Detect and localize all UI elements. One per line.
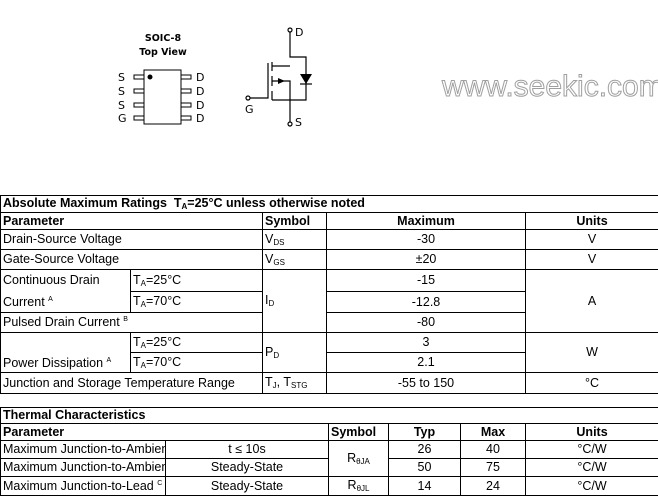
watermark: www.seekic.com (442, 70, 658, 104)
param: Maximum Junction-to-Ambient A (0, 440, 166, 459)
table-title: Absolute Maximum Ratings TA=25°C unless … (0, 195, 658, 213)
maximum: -55 to 150 (326, 372, 526, 394)
pin-label: D (196, 71, 205, 84)
param: Junction and Storage Temperature Range (0, 372, 263, 394)
typ: 26 (388, 440, 461, 459)
condition: TA=70°C (130, 352, 263, 373)
unit: °C/W (524, 476, 658, 496)
condition: t ≤ 10s (165, 440, 329, 459)
unit: V (524, 229, 658, 250)
package-view: Top View (139, 47, 187, 58)
gate-label: G (245, 103, 254, 116)
symbol: TJ, TSTG (262, 372, 327, 394)
header-units: Units (524, 212, 658, 230)
header-maximum: Maximum (326, 212, 526, 230)
param: Maximum Junction-to-Lead C (0, 476, 166, 496)
symbol: ID (262, 269, 327, 333)
max: 75 (460, 458, 526, 477)
max: 40 (460, 440, 526, 459)
param: Continuous Drain Current A (0, 269, 131, 313)
table-row: Gate-Source Voltage VGS ±20 V (0, 249, 658, 270)
maximum: -15 (326, 268, 526, 293)
symbol: VDS (262, 229, 327, 250)
table-row: TA=70°C 2.1 (1, 352, 658, 373)
table-title: Thermal Characteristics (0, 407, 658, 424)
pin-label: S (118, 99, 125, 112)
maximum: -30 (326, 229, 526, 250)
pin-label: S (118, 85, 125, 98)
pin-label: S (118, 71, 125, 84)
unit: W (524, 332, 658, 373)
header-parameter: Parameter (0, 423, 329, 441)
param: Gate-Source Voltage (0, 249, 263, 270)
unit: V (524, 249, 658, 270)
unit: °C/W (524, 458, 658, 477)
condition: Steady-State (165, 458, 329, 477)
table-row: Power Dissipation A TA=25°C PD 3 W (0, 332, 658, 373)
pin-label: G (118, 112, 127, 125)
max: 24 (460, 476, 526, 496)
absolute-maximum-ratings-table: Absolute Maximum Ratings TA=25°C unless … (0, 195, 658, 394)
package-diagram: SOIC-8 Top View S S S G D D D D D G S (100, 20, 440, 140)
header-units: Units (524, 423, 658, 441)
thermal-characteristics-table: Thermal Characteristics Parameter Symbol… (0, 407, 658, 496)
mosfet-symbol (245, 27, 312, 127)
pin-label: D (196, 85, 205, 98)
param: Drain-Source Voltage (0, 229, 263, 250)
symbol: RθJL (328, 476, 389, 496)
table-row: Drain-Source Voltage VDS -30 V (0, 229, 658, 250)
header-max: Max (460, 423, 526, 441)
condition: TA=25°C (130, 268, 263, 293)
param: Pulsed Drain Current B (0, 312, 263, 333)
typ: 50 (388, 458, 461, 477)
header-parameter: Parameter (0, 212, 263, 230)
maximum: -12.8 (326, 291, 526, 313)
table-row: Pulsed Drain Current B -80 (0, 312, 658, 333)
param: Maximum Junction-to-Ambient A (0, 458, 166, 477)
pin-label: D (196, 99, 205, 112)
maximum: ±20 (326, 249, 526, 270)
maximum: 3 (326, 332, 526, 353)
pin1-dot (147, 74, 153, 80)
source-label: S (295, 116, 302, 129)
header-symbol: Symbol (262, 212, 327, 230)
param: Power Dissipation A (0, 332, 131, 373)
condition: TA=70°C (130, 291, 263, 313)
symbol: RθJA (328, 440, 389, 477)
unit: A (524, 269, 658, 333)
header-typ: Typ (388, 423, 461, 441)
table-row: Junction and Storage Temperature Range T… (0, 372, 658, 394)
symbol: VGS (262, 249, 327, 270)
header-symbol: Symbol (328, 423, 389, 441)
symbol: PD (262, 332, 327, 373)
unit: °C (524, 372, 658, 394)
table-row: Maximum Junction-to-Lead C Steady-State … (0, 476, 658, 496)
condition: TA=25°C (130, 332, 263, 353)
drain-label: D (295, 26, 304, 39)
maximum: -80 (326, 312, 526, 333)
table-row: Continuous Drain Current A TA=25°C ID -15… (0, 268, 658, 333)
typ: 14 (388, 476, 461, 496)
table-row: Maximum Junction-to-Ambient A t ≤ 10s Rθ… (0, 440, 658, 477)
condition: Steady-State (165, 476, 329, 496)
package-drawing (133, 27, 312, 127)
maximum: 2.1 (326, 352, 526, 373)
pin-label: D (196, 112, 205, 125)
package-name: SOIC-8 (144, 33, 182, 44)
table-row: Maximum Junction-to-Ambient A Steady-Sta… (0, 458, 658, 477)
unit: °C/W (524, 440, 658, 459)
